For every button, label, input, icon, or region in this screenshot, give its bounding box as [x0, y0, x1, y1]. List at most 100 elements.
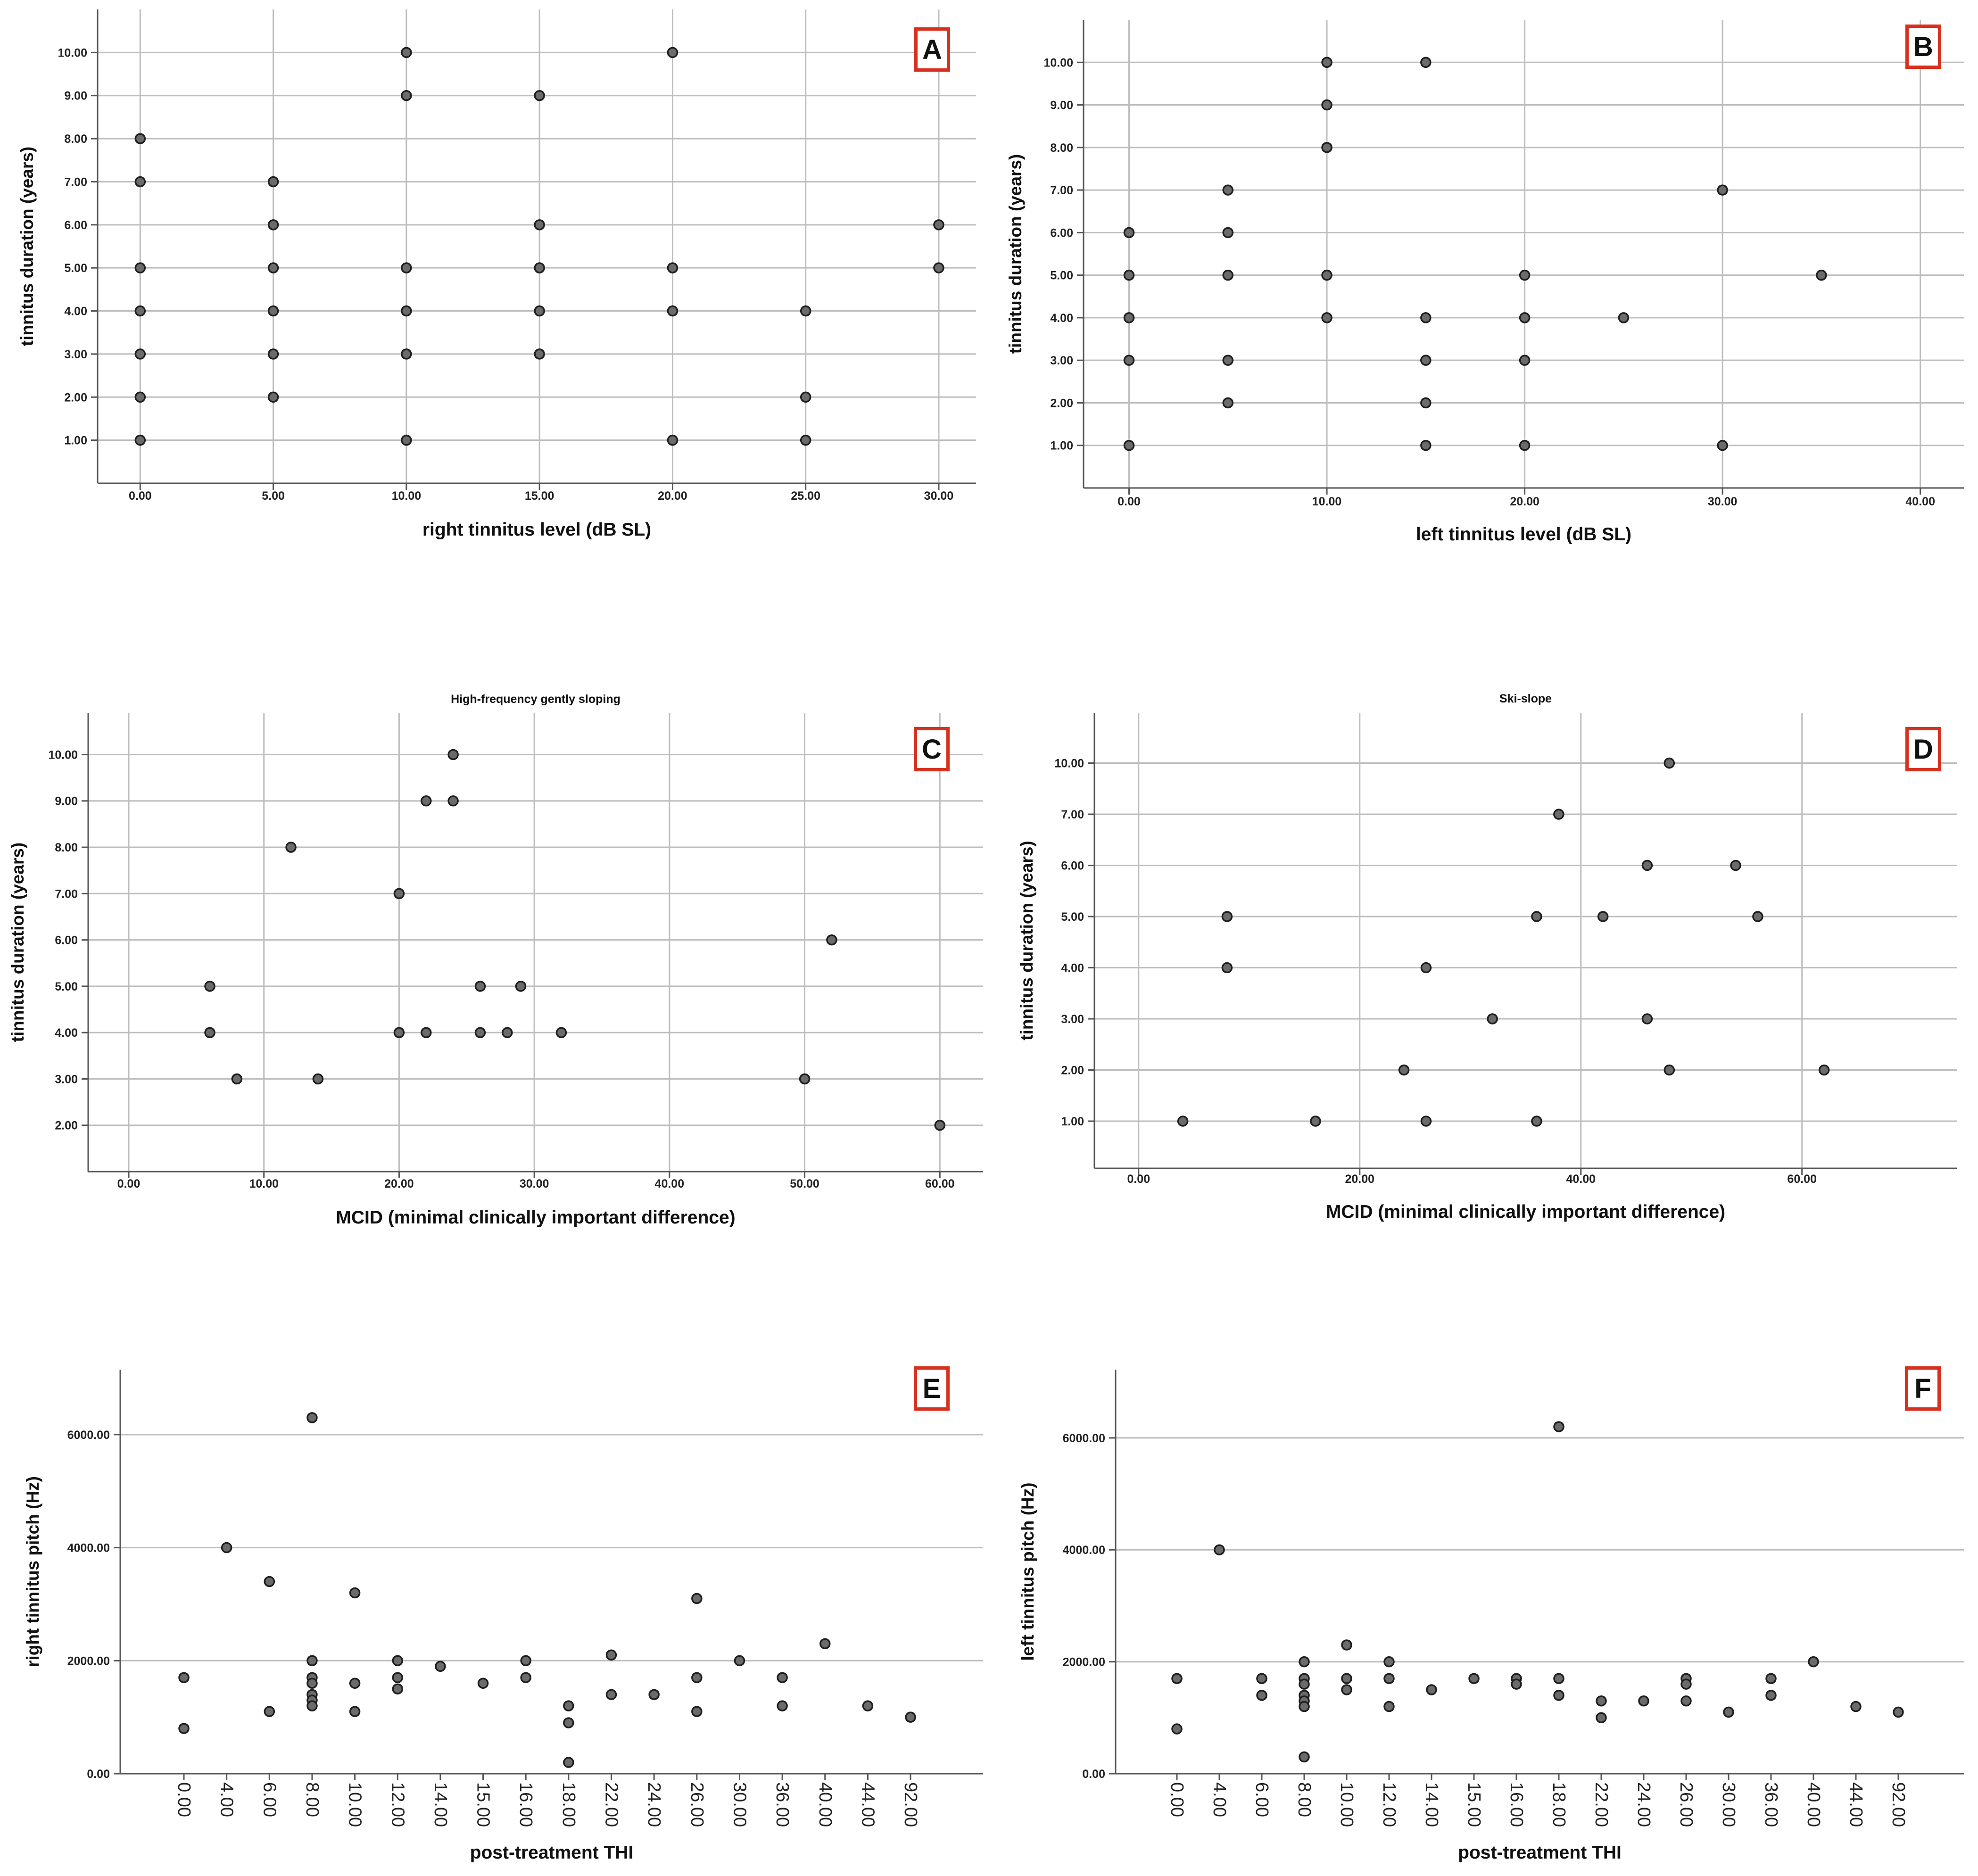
panel-b-data-point-6: [1222, 227, 1234, 239]
panel-d-data-point-8: [1531, 911, 1542, 922]
panel-f-ytick-label-1: 2000.00: [1063, 1656, 1105, 1669]
panel-b-data-point-23: [1519, 439, 1531, 451]
panel-d-data-point-16: [1730, 859, 1741, 871]
panel-f-data-point-15: [1383, 1656, 1395, 1668]
panel-f-data-point-17: [1383, 1701, 1395, 1712]
panel-e-data-point-24: [563, 1757, 574, 1768]
panel-b-ytick-label-1: 2.00: [1050, 397, 1073, 410]
panel-f-xtick-label-7: 15.00: [1464, 1782, 1484, 1827]
panel-f-xtick-label-6: 14.00: [1422, 1782, 1441, 1827]
panel-label-b: B: [1905, 25, 1941, 69]
panel-c-data-point-14: [515, 981, 527, 992]
panel-e-data-point-30: [691, 1706, 703, 1717]
panel-d-ytick-label-4: 5.00: [1061, 910, 1084, 924]
panel-b-ytick-label-9: 10.00: [1043, 56, 1073, 69]
panel-e-data-point-32: [777, 1672, 788, 1683]
panel-f-xtick-label-17: 92.00: [1888, 1782, 1908, 1827]
panel-a-data-point-31: [933, 219, 944, 231]
panel-a-data-point-21: [534, 262, 545, 273]
panel-a-ytick-label-0: 1.00: [64, 434, 87, 447]
panel-d-ytick-label-7: 10.00: [1054, 757, 1084, 770]
panel-b-ytick-label-5: 6.00: [1050, 226, 1073, 240]
panel-c-xtick-label-4: 40.00: [655, 1177, 685, 1190]
panel-e-data-point-12: [349, 1587, 361, 1599]
panel-b-data-point-22: [1519, 355, 1531, 366]
panel-b-data-point-12: [1321, 142, 1332, 153]
panel-b-data-point-18: [1420, 397, 1432, 409]
panel-b-data-point-24: [1618, 312, 1630, 323]
panel-f-data-point-30: [1680, 1695, 1692, 1707]
panel-c-data-point-6: [393, 1027, 405, 1038]
panel-b-data-point-9: [1222, 397, 1234, 409]
panel-e-xtick-label-1: 4.00: [217, 1782, 237, 1817]
panel-e-data-point-6: [306, 1655, 318, 1667]
panel-a-data-point-29: [800, 391, 811, 403]
panel-b-data-point-11: [1321, 99, 1332, 111]
panel-e-ytick-label-3: 6000.00: [67, 1429, 110, 1442]
panel-f-data-point-24: [1553, 1690, 1564, 1701]
panel-e-xtick-label-11: 24.00: [644, 1782, 664, 1827]
panel-b-data-point-26: [1717, 439, 1728, 451]
panel-e-y-axis-title: right tinnitus pitch (Hz): [23, 1476, 42, 1667]
panel-b-xtick-label-0: 0.00: [1117, 495, 1141, 508]
panel-e-data-point-8: [306, 1678, 318, 1689]
panel-a-data-point-1: [134, 176, 146, 188]
panel-d-data-point-7: [1487, 1013, 1498, 1025]
panel-f-data-point-32: [1765, 1673, 1777, 1684]
panel-d-ytick-label-5: 6.00: [1061, 859, 1084, 873]
panel-b-data-point-3: [1123, 355, 1135, 366]
panel-c-x-axis-title: MCID (minimal clinically important diffe…: [336, 1207, 735, 1228]
panel-b-ytick-label-7: 8.00: [1050, 141, 1073, 155]
panel-c-data-point-5: [393, 888, 405, 900]
panel-e-data-point-36: [905, 1711, 916, 1723]
panel-e-xtick-label-17: 92.00: [901, 1782, 920, 1827]
panel-b-data-point-25: [1717, 184, 1728, 196]
panel-f-data-point-19: [1468, 1673, 1480, 1684]
panel-a-ytick-label-2: 3.00: [64, 348, 87, 361]
panel-b-data-point-14: [1321, 312, 1332, 323]
panel-c-data-point-18: [934, 1119, 946, 1131]
panel-c-data-point-17: [826, 934, 837, 946]
panel-e-data-point-28: [691, 1593, 703, 1604]
panel-b-data-point-17: [1420, 355, 1432, 366]
panel-f-data-point-0: [1171, 1673, 1183, 1684]
panel-c-data-point-12: [474, 1027, 486, 1038]
panel-a-ytick-label-9: 10.00: [58, 46, 87, 59]
panel-b-data-point-1: [1123, 269, 1135, 281]
panel-f-data-point-13: [1341, 1673, 1352, 1684]
panel-f-xtick-label-4: 10.00: [1337, 1782, 1357, 1827]
panel-f-data-point-2: [1214, 1544, 1225, 1555]
panel-f-xtick-label-5: 12.00: [1379, 1782, 1399, 1827]
panel-e-xtick-label-9: 18.00: [559, 1782, 579, 1827]
panel-d-y-axis-title: tinnitus duration (years): [1017, 841, 1036, 1040]
panel-f-data-point-3: [1256, 1673, 1267, 1684]
panel-b-xtick-label-4: 40.00: [1905, 495, 1935, 508]
panel-f-data-point-21: [1511, 1678, 1522, 1690]
panel-e-data-point-26: [605, 1689, 617, 1700]
panel-b-data-point-19: [1420, 439, 1432, 451]
panel-f-data-point-29: [1680, 1678, 1692, 1690]
panel-c-data-point-11: [474, 981, 486, 992]
panel-e-data-point-35: [862, 1700, 874, 1711]
panel-e-data-point-0: [178, 1672, 190, 1683]
panel-a-data-point-32: [933, 262, 944, 273]
panel-a-xtick-label-2: 10.00: [392, 489, 422, 503]
panel-c-xtick-label-5: 50.00: [790, 1177, 819, 1190]
panel-f-data-point-12: [1341, 1639, 1352, 1651]
panel-a-data-point-28: [800, 305, 811, 317]
panel-f-ytick-label-2: 4000.00: [1063, 1544, 1105, 1557]
panel-e-data-point-15: [392, 1655, 403, 1667]
panel-e-data-point-27: [648, 1689, 660, 1700]
panel-e-xtick-label-14: 36.00: [772, 1782, 792, 1827]
panel-d-data-point-17: [1752, 911, 1763, 922]
panel-e-data-point-34: [819, 1638, 831, 1650]
panel-f-xtick-label-0: 0.00: [1167, 1782, 1187, 1817]
panel-e-data-point-11: [306, 1700, 318, 1711]
panel-e-xtick-label-10: 22.00: [602, 1782, 621, 1827]
panel-e-xtick-label-0: 0.00: [174, 1782, 194, 1817]
panel-f-xtick-label-8: 16.00: [1506, 1782, 1526, 1827]
panel-b-data-point-20: [1519, 269, 1531, 281]
panel-c-data-point-0: [204, 981, 215, 992]
panel-a-ytick-label-1: 2.00: [64, 391, 87, 404]
